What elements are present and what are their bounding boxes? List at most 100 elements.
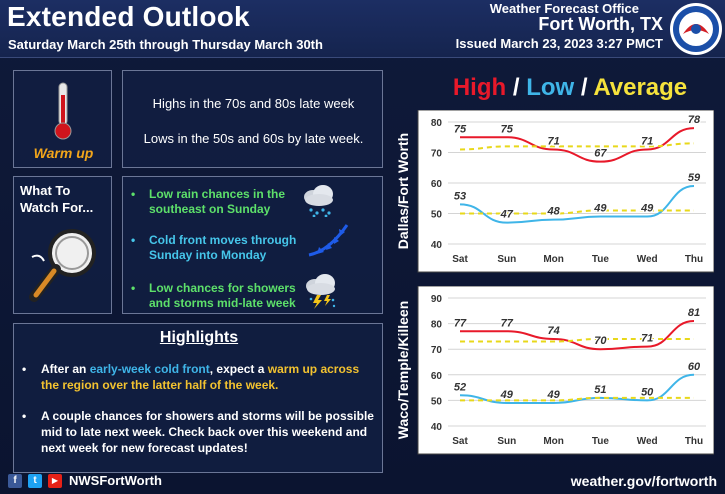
average-series-line [459, 209, 694, 215]
twitter-icon[interactable]: t [28, 474, 42, 488]
highs-summary: Highs in the 70s and 80s late week [152, 96, 355, 111]
low-data-label: 52 [454, 381, 466, 393]
legend-high: High [452, 74, 507, 101]
warm-up-panel: Warm up [13, 70, 112, 168]
x-tick-label: Mon [543, 436, 564, 447]
low-data-label: 49 [640, 203, 654, 215]
highlight-line: next week for new forecast updates! [41, 441, 248, 455]
noaa-nws-logo [670, 3, 722, 55]
y-tick-label: 60 [431, 179, 443, 190]
watch-for-line1: What To [20, 183, 71, 198]
x-tick-label: Sun [497, 254, 516, 265]
watch-for-list: • Low rain chances in the southeast on S… [122, 176, 383, 314]
high-data-label: 75 [454, 123, 467, 135]
legend-average: Average [593, 74, 688, 101]
office-city: Fort Worth, TX [538, 14, 663, 34]
highlights-panel: Highlights • After an early-week cold fr… [13, 323, 383, 473]
thermometer-icon [54, 82, 72, 140]
youtube-icon[interactable]: ▶ [48, 474, 62, 488]
high-data-label: 75 [501, 123, 514, 135]
low-data-label: 49 [500, 389, 514, 401]
warm-up-label: Warm up [33, 145, 94, 161]
average-series-line [459, 142, 695, 151]
rain-cloud-icon [304, 185, 333, 217]
thunderstorm-icon [306, 274, 336, 309]
x-tick-label: Sun [497, 436, 516, 447]
facebook-icon[interactable]: f [8, 474, 22, 488]
x-tick-label: Thu [685, 436, 703, 447]
chart-location-label: Waco/Temple/Killeen [398, 301, 411, 439]
high-data-label: 71 [547, 135, 559, 147]
x-tick-label: Tue [592, 436, 609, 447]
x-tick-label: Thu [685, 254, 703, 265]
low-data-label: 49 [546, 389, 560, 401]
watch-for-line2: Watch For... [20, 200, 94, 215]
low-series-line [459, 185, 695, 224]
high-data-label: 71 [641, 333, 653, 345]
high-data-label: 77 [501, 317, 514, 329]
bullet-dot: • [22, 362, 27, 376]
magnifying-glass-icon [29, 229, 96, 302]
low-data-label: 48 [546, 206, 560, 218]
highlights-title: Highlights [159, 329, 239, 346]
x-tick-label: Sat [452, 254, 468, 265]
lows-summary: Lows in the 50s and 60s by late week. [143, 131, 364, 146]
high-data-label: 78 [688, 114, 701, 126]
bullet-line: Low chances for showers [149, 281, 296, 295]
bullet-line: southeast on Sunday [149, 202, 271, 216]
average-series-line [460, 396, 694, 402]
dfw-temperature-chart: Dallas/Fort Worth 40 50 60 70 80 Sat Sun Mon Tue W… [398, 110, 714, 273]
legend-separator: / [512, 74, 520, 101]
bullet-dot: • [131, 281, 136, 295]
x-tick-label: Mon [543, 254, 564, 265]
highlight-line: A couple chances for showers and storms … [41, 409, 374, 423]
average-series-line [460, 337, 694, 343]
x-tick-label: Wed [637, 254, 658, 265]
y-tick-label: 80 [431, 118, 443, 129]
bullet-line: Low rain chances in the [149, 187, 286, 201]
bullet-dot: • [22, 409, 27, 423]
low-data-label: 50 [641, 386, 654, 398]
legend-low: Low [526, 74, 575, 101]
high-data-label: 70 [594, 335, 607, 347]
bullet-dot: • [131, 233, 136, 247]
page-title: Extended Outlook [7, 1, 250, 32]
low-data-label: 49 [593, 203, 607, 215]
low-data-label: 53 [454, 190, 466, 202]
waco-temperature-chart: Waco/Temple/Killeen 40 50 60 70 80 90 Sat Sun Mon… [398, 286, 714, 455]
website-link[interactable]: weather.gov/fortworth [570, 473, 717, 489]
y-tick-label: 50 [431, 396, 443, 407]
y-tick-label: 40 [431, 422, 443, 433]
footer-bar: f t ▶ NWSFortWorth weather.gov/fortworth [0, 472, 725, 494]
x-tick-label: Wed [637, 436, 658, 447]
highlight-text: After an [41, 362, 90, 376]
y-tick-label: 50 [431, 210, 443, 221]
chart-plot-area [417, 286, 714, 455]
low-series-line [459, 373, 695, 404]
chart-legend: High / Low / Average [420, 74, 720, 102]
temperature-summary-panel: Highs in the 70s and 80s late week Lows … [122, 70, 383, 168]
highlight-text: , expect a [209, 362, 268, 376]
high-series-line [460, 320, 695, 351]
social-handle[interactable]: NWSFortWorth [69, 473, 162, 488]
low-data-label: 59 [688, 172, 701, 184]
low-data-label: 60 [688, 361, 701, 373]
low-data-label: 47 [500, 209, 514, 221]
y-tick-label: 70 [431, 345, 443, 356]
watch-for-panel: What To Watch For... [13, 176, 112, 314]
y-tick-label: 90 [431, 294, 443, 305]
y-tick-label: 40 [431, 240, 443, 251]
highlight-cold-front: early-week cold front [89, 362, 210, 376]
high-data-label: 77 [454, 317, 467, 329]
x-tick-label: Tue [592, 254, 609, 265]
cold-front-icon [308, 224, 349, 257]
bullet-line: and storms mid-late week [149, 296, 296, 310]
office-name: Weather Forecast Office [489, 1, 639, 16]
high-data-label: 74 [547, 325, 559, 337]
watch-for-label: What To Watch For... [20, 182, 93, 216]
high-data-label: 67 [594, 148, 607, 160]
high-data-label: 81 [688, 307, 700, 319]
highlight-line: mid to late next week. Check back over t… [41, 425, 368, 439]
highlight-warm-up: warm up across [267, 362, 360, 376]
high-series-line [460, 127, 695, 163]
